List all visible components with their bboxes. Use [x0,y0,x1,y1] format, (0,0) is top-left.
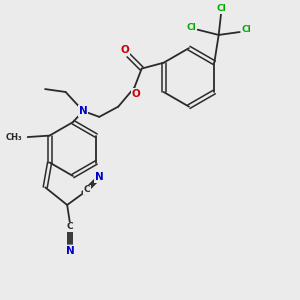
Text: Cl: Cl [186,23,196,32]
Text: O: O [121,45,129,55]
Text: C: C [67,222,74,231]
Text: N: N [66,246,74,256]
Text: Cl: Cl [216,4,226,13]
Text: C: C [83,185,90,194]
Text: Cl: Cl [241,25,251,34]
Text: CH₃: CH₃ [6,133,22,142]
Text: O: O [131,89,140,99]
Text: N: N [95,172,103,182]
Text: N: N [79,106,88,116]
